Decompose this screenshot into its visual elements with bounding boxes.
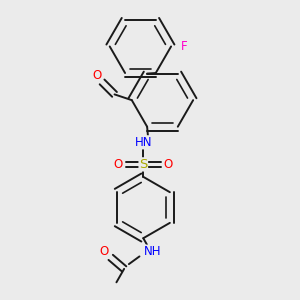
Text: O: O bbox=[164, 158, 173, 171]
Text: O: O bbox=[114, 158, 123, 171]
Text: NH: NH bbox=[144, 245, 162, 258]
Text: O: O bbox=[93, 69, 102, 82]
Text: F: F bbox=[181, 40, 188, 53]
Text: S: S bbox=[139, 158, 148, 171]
Text: HN: HN bbox=[134, 136, 152, 149]
Text: O: O bbox=[99, 245, 109, 258]
